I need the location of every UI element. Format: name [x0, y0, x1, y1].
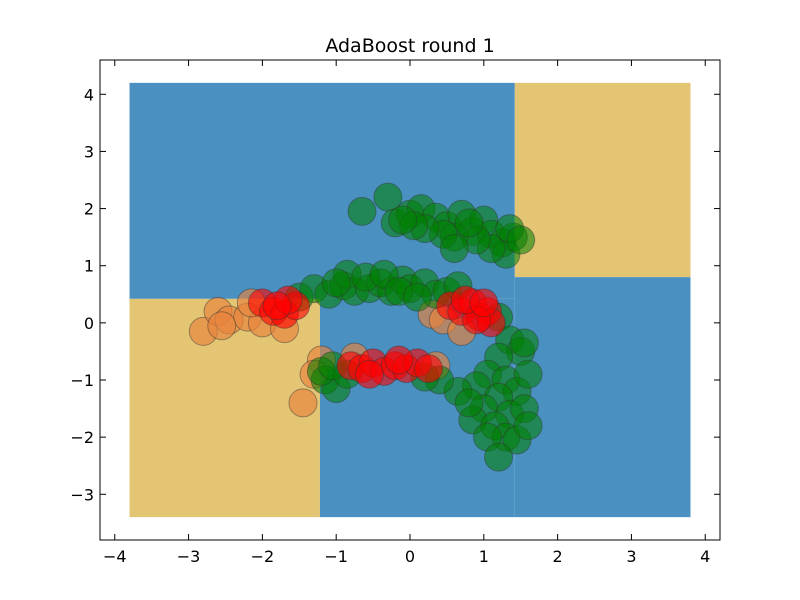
y-tick-label: −3: [70, 485, 94, 504]
red-point-15: [469, 288, 499, 318]
data-points: [188, 182, 543, 472]
decision-regions: [129, 82, 691, 518]
green-point-70: [509, 328, 539, 358]
green-point-2: [347, 196, 377, 226]
red-point-23: [413, 354, 443, 384]
y-tick-label: 1: [84, 257, 94, 276]
y-tick-label: −2: [70, 428, 94, 447]
y-tick-label: 0: [84, 314, 94, 333]
x-tick-label: 0: [405, 547, 415, 566]
y-tick-label: 2: [84, 200, 94, 219]
x-tick-label: 4: [700, 547, 710, 566]
x-tick-label: −3: [177, 547, 201, 566]
x-tick-label: −4: [103, 547, 127, 566]
green-point-54: [513, 359, 543, 389]
decision-region-1: [129, 82, 515, 299]
green-point-22: [439, 234, 469, 264]
green-point-45: [321, 268, 351, 298]
green-point-21: [388, 205, 418, 235]
x-axis-ticks: −4 −3 −2 −1 0 1 2 3 4: [103, 60, 710, 566]
green-point-64: [484, 442, 514, 472]
red-point-6: [262, 291, 292, 321]
y-tick-label: 4: [84, 85, 94, 104]
x-tick-label: −2: [251, 547, 275, 566]
x-tick-label: −1: [324, 547, 348, 566]
red-point-25: [384, 345, 414, 375]
y-tick-label: −1: [70, 371, 94, 390]
green-point-69: [513, 411, 543, 441]
decision-region-5: [514, 277, 691, 518]
x-tick-label: 3: [626, 547, 636, 566]
decision-region-2: [514, 82, 691, 278]
x-tick-label: 2: [553, 547, 563, 566]
green-point-25: [454, 208, 484, 238]
green-point-24: [506, 225, 536, 255]
y-tick-label: 3: [84, 142, 94, 161]
chart-title: AdaBoost round 1: [325, 35, 494, 57]
red-point-24: [354, 359, 384, 389]
green-point-68: [454, 388, 484, 418]
green-point-44: [402, 282, 432, 312]
orange-point-7: [288, 388, 318, 418]
y-axis-ticks: −3 −2 −1 0 1 2 3 4: [70, 85, 720, 504]
x-tick-label: 1: [479, 547, 489, 566]
orange-point-15: [207, 311, 237, 341]
